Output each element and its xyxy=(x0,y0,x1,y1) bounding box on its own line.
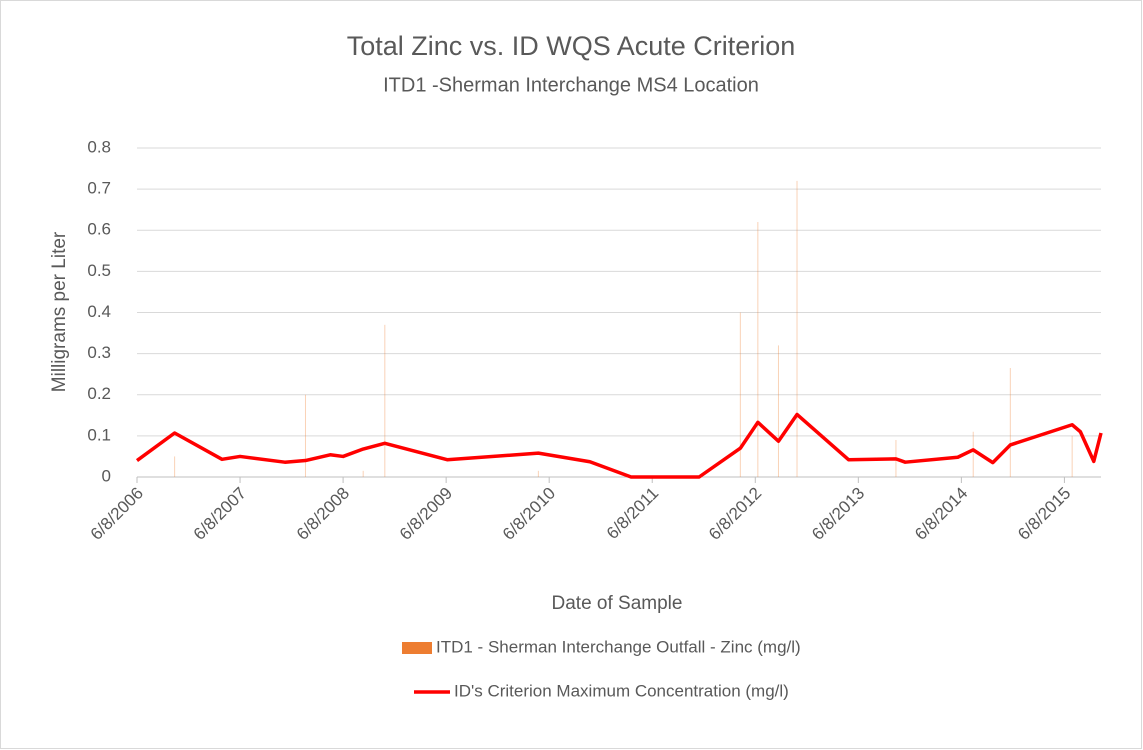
bar xyxy=(1009,368,1011,477)
y-tick-label: 0.3 xyxy=(87,343,111,362)
chart-subtitle: ITD1 -Sherman Interchange MS4 Location xyxy=(383,74,759,96)
bar xyxy=(174,456,176,477)
bar xyxy=(304,394,306,477)
y-tick-label: 0.5 xyxy=(87,261,111,280)
y-tick-label: 0.1 xyxy=(87,425,111,444)
bar xyxy=(972,431,974,477)
bar xyxy=(739,312,741,477)
bar xyxy=(537,470,539,477)
y-tick-label: 0.7 xyxy=(87,179,111,198)
y-tick-label: 0.8 xyxy=(87,137,111,156)
y-tick-label: 0.2 xyxy=(87,384,111,403)
y-tick-label: 0 xyxy=(102,466,111,485)
chart-title: Total Zinc vs. ID WQS Acute Criterion xyxy=(347,31,796,61)
legend-label: ITD1 - Sherman Interchange Outfall - Zin… xyxy=(436,637,801,656)
y-tick-label: 0.4 xyxy=(87,302,111,321)
y-tick-label: 0.6 xyxy=(87,220,111,239)
x-axis-label: Date of Sample xyxy=(552,593,683,614)
bar xyxy=(384,324,386,477)
bar xyxy=(757,222,759,477)
legend-label: ID's Criterion Maximum Concentration (mg… xyxy=(454,681,789,700)
bar xyxy=(362,470,364,477)
bar xyxy=(777,345,779,477)
legend-swatch xyxy=(402,642,432,654)
y-axis-label: Milligrams per Liter xyxy=(49,231,70,392)
bar xyxy=(796,180,798,477)
line xyxy=(135,412,1103,479)
bar xyxy=(1071,435,1073,477)
